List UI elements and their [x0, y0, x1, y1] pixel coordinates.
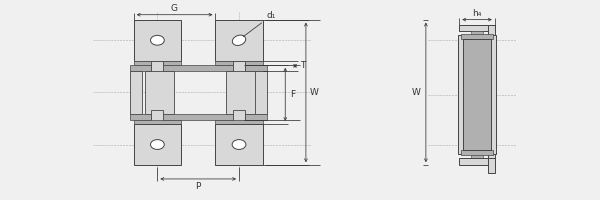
Text: P: P: [196, 182, 201, 191]
Bar: [145, 71, 174, 114]
Bar: [163, 65, 233, 71]
Bar: [233, 61, 245, 81]
Bar: [151, 110, 163, 130]
Bar: [486, 35, 496, 154]
Bar: [458, 35, 468, 154]
Bar: [488, 25, 495, 167]
Bar: [255, 71, 266, 114]
Bar: [460, 25, 495, 31]
Bar: [245, 65, 266, 71]
Bar: [151, 61, 163, 81]
Bar: [233, 110, 245, 130]
Bar: [130, 65, 151, 71]
Text: h₄: h₄: [472, 9, 482, 18]
Bar: [163, 114, 233, 120]
Bar: [134, 61, 181, 65]
Bar: [134, 120, 181, 124]
Bar: [245, 114, 266, 120]
Bar: [461, 34, 493, 39]
Text: W: W: [310, 88, 319, 97]
Bar: [134, 124, 181, 165]
Ellipse shape: [232, 35, 246, 45]
Bar: [130, 71, 142, 114]
Bar: [471, 31, 483, 34]
Bar: [488, 158, 495, 173]
Bar: [226, 71, 256, 114]
Bar: [130, 114, 151, 120]
Bar: [134, 20, 181, 61]
Ellipse shape: [232, 140, 246, 149]
Ellipse shape: [151, 140, 164, 149]
Ellipse shape: [151, 35, 164, 45]
Bar: [463, 39, 491, 150]
Bar: [215, 61, 263, 65]
Bar: [471, 155, 483, 158]
Text: d₁: d₁: [243, 11, 276, 37]
Text: G: G: [170, 4, 178, 13]
Text: T: T: [300, 61, 305, 70]
Bar: [215, 120, 263, 124]
Text: W: W: [412, 88, 421, 97]
Bar: [460, 158, 495, 165]
Bar: [461, 150, 493, 155]
Bar: [215, 124, 263, 165]
Bar: [215, 20, 263, 61]
Text: F: F: [290, 90, 295, 99]
